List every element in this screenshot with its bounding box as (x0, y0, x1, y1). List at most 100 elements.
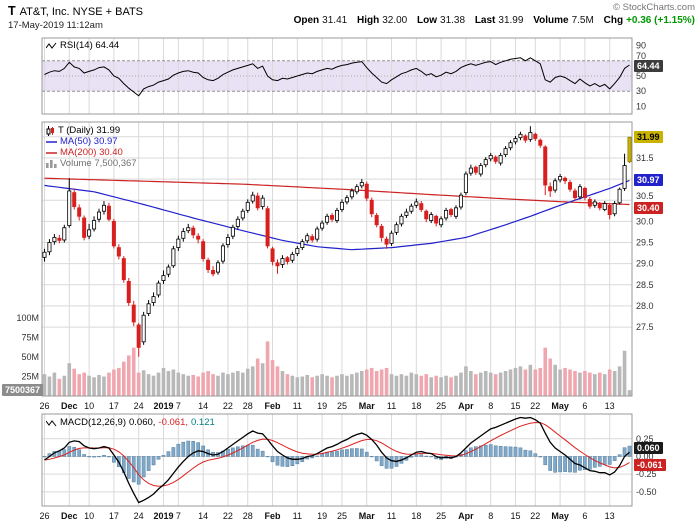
candle-body (77, 207, 82, 217)
candle-body (592, 201, 597, 206)
volume-bar (62, 375, 67, 396)
candle-body (424, 210, 429, 220)
x-axis-tick: 17 (109, 511, 119, 521)
candle-body (513, 138, 518, 143)
macd-histogram-bar (92, 456, 96, 458)
macd-histogram-bar (473, 446, 478, 457)
rsi-line (44, 57, 630, 97)
macd-histogram-bar (250, 444, 255, 457)
candle-body (414, 201, 419, 206)
candle-body (295, 248, 300, 254)
volume-bar (300, 376, 305, 396)
macd-axis-tick: 0.00 (636, 451, 654, 461)
candle-body (478, 165, 483, 175)
price-axis-tick: 28.5 (636, 280, 654, 290)
volume-bar (216, 375, 220, 396)
macd-histogram-bar (612, 456, 617, 461)
volume-bar (538, 367, 543, 396)
candle-body (419, 203, 424, 210)
volume-bar (52, 372, 57, 396)
candle-body (171, 248, 176, 267)
candle-body (553, 180, 558, 191)
volume-bar (508, 369, 513, 396)
macd-histogram-bar (488, 444, 493, 457)
volume-bar (364, 369, 369, 396)
ma200-label: MA(200) 30.40 (60, 147, 123, 158)
x-axis-tick: Dec (61, 401, 78, 411)
candle-body (587, 198, 592, 207)
volume-bar (67, 363, 72, 396)
ticker-symbol: T (8, 4, 16, 18)
ma50-value-chip: 30.97 (634, 174, 663, 186)
volume-bar (474, 374, 478, 396)
volume-bar (439, 377, 443, 396)
candle-body (87, 229, 92, 237)
candle-body (216, 262, 221, 273)
candle-body (503, 148, 508, 155)
macd-histogram-bar (588, 456, 592, 470)
x-axis-tick: 22 (223, 511, 233, 521)
volume-bar (305, 374, 310, 396)
x-axis-tick: Mar (359, 511, 376, 521)
high-label: High (356, 15, 380, 26)
candle-body (121, 258, 126, 281)
volume-bar (597, 372, 602, 396)
candle-body (473, 166, 478, 173)
volume-bar (141, 370, 146, 396)
candle-body (126, 281, 131, 303)
candle-body (92, 220, 97, 230)
ma50-label: MA(50) 30.97 (60, 136, 118, 147)
candle-body (325, 215, 330, 223)
last-price-chip: 31.99 (634, 131, 663, 143)
x-axis-tick: 26 (39, 511, 49, 521)
volume-bar (414, 374, 419, 396)
x-axis-tick: Dec (61, 511, 78, 521)
candle-body (255, 195, 260, 209)
macd-axis-tick: -0.50 (636, 487, 657, 497)
chart-datetime: 17-May-2019 11:12am (8, 20, 103, 31)
candle-body (300, 241, 305, 248)
macd-histogram-bar (602, 456, 607, 465)
volume-bar (419, 375, 424, 396)
volume-bar (464, 366, 468, 396)
candle-body (627, 136, 632, 163)
candle-body (280, 258, 285, 265)
candle-body (166, 266, 171, 275)
volume-value: 7.5M (571, 15, 594, 26)
volume-bar (226, 374, 230, 396)
volume-bar (221, 372, 225, 396)
candle-body (181, 231, 186, 239)
x-axis-tick: Apr (458, 401, 474, 411)
volume-bar (250, 366, 255, 396)
candle-body (310, 236, 315, 241)
volume-bar (290, 375, 295, 396)
macd-histogram-bar (295, 456, 300, 465)
macd-histogram-bar (424, 455, 429, 457)
volume-bar (553, 364, 557, 396)
macd-value: 0.060, (129, 417, 156, 428)
rsi-legend: RSI(14) 64.44 (46, 40, 119, 51)
candle-body (364, 183, 369, 199)
x-axis-tick: 11 (387, 511, 396, 521)
x-axis-tick: 7 (176, 511, 181, 521)
x-axis-tick: 25 (436, 401, 446, 411)
candle-body (617, 188, 622, 204)
volume-bar (602, 374, 607, 396)
macd-histogram-bar (498, 445, 503, 457)
volume-bar (191, 374, 196, 396)
volume-bar (285, 374, 290, 396)
macd-histogram-bar (310, 456, 315, 459)
candle-body (607, 204, 612, 216)
macd-histogram-bar (166, 451, 171, 457)
macd-histogram-bar (240, 445, 245, 457)
macd-histogram-bar (102, 455, 106, 457)
x-axis-tick: 26 (39, 401, 49, 411)
candle-body (67, 190, 72, 226)
candle-body (528, 132, 533, 140)
volume-bar (87, 375, 91, 396)
volume-bar (627, 390, 632, 396)
ma200-value-chip: 30.40 (634, 202, 663, 214)
volume-bar (92, 377, 96, 396)
candle-body (568, 182, 573, 190)
